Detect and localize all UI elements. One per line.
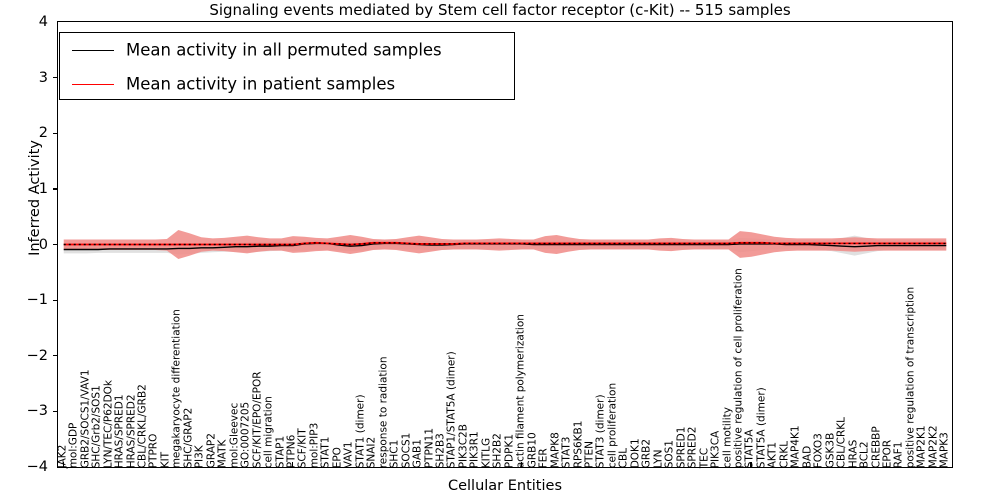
y-tick-label: 0	[38, 236, 48, 253]
y-tick-mark	[53, 299, 57, 301]
legend-entry-patient: Mean activity in patient samples	[60, 67, 514, 101]
y-tick-label: −3	[26, 403, 48, 420]
y-tick-label: −4	[26, 459, 48, 475]
y-tick-mark	[53, 188, 57, 190]
y-tick-mark	[53, 77, 57, 79]
y-tick-label: 4	[38, 14, 48, 30]
x-axis-label: Cellular Entities	[447, 478, 563, 494]
y-tick-mark	[53, 355, 57, 357]
y-tick-label: −2	[26, 347, 48, 364]
y-tick-label: −1	[26, 292, 48, 309]
y-tick-label: 2	[38, 125, 48, 142]
legend-label-permuted: Mean activity in all permuted samples	[126, 40, 442, 60]
y-tick-mark	[53, 132, 57, 134]
plot-svg	[63, 230, 947, 259]
y-tick-mark	[53, 243, 57, 246]
legend-line-patient	[72, 84, 114, 85]
y-tick-label: 1	[38, 180, 48, 197]
chart-legend: Mean activity in all permuted samples Me…	[59, 32, 515, 100]
y-axis-label: Inferred Activity	[27, 140, 43, 256]
legend-line-permuted	[72, 50, 114, 51]
chart-title: Signaling events mediated by Stem cell f…	[209, 1, 791, 19]
patient-mean-dotted-overlay	[63, 242, 947, 246]
legend-label-patient: Mean activity in patient samples	[126, 74, 396, 94]
legend-entry-permuted: Mean activity in all permuted samples	[60, 33, 514, 67]
y-tick-mark	[53, 410, 57, 413]
y-tick-label: 3	[38, 69, 48, 86]
